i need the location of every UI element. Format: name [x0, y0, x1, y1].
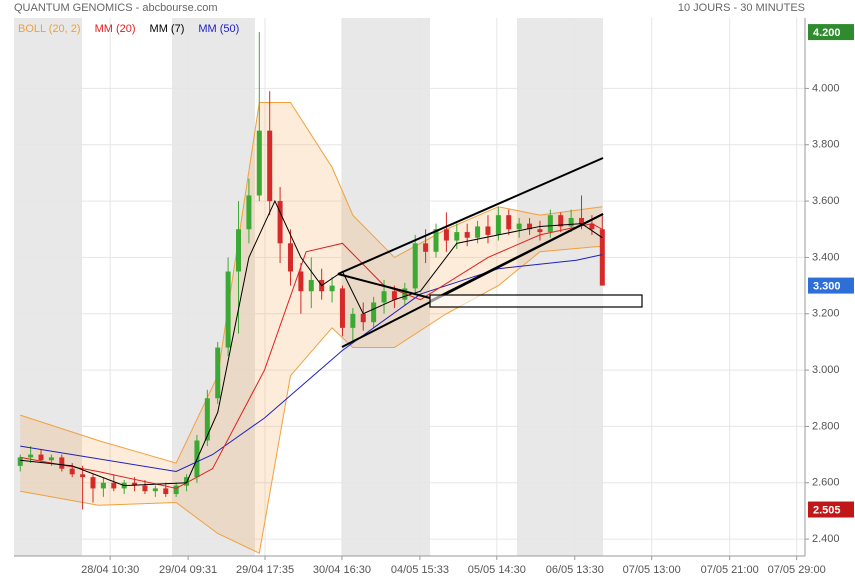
legend-item: MM (50): [198, 23, 239, 35]
candle-body: [173, 485, 179, 495]
moving-average: [20, 254, 603, 473]
candle-body: [277, 201, 283, 244]
candle-body: [17, 457, 23, 466]
price-marker: [808, 24, 854, 41]
candle-body: [256, 130, 262, 196]
legend-item: BOLL (20, 2): [18, 23, 81, 35]
candle-body: [579, 217, 585, 224]
x-tick-label: 28/04 10:30: [81, 564, 139, 576]
candle-body: [267, 130, 273, 202]
x-tick-label: 30/04 16:30: [313, 564, 371, 576]
candle-body: [142, 485, 148, 492]
candle-body: [381, 291, 387, 303]
candle-body: [329, 285, 335, 292]
trend-line: [429, 213, 604, 302]
candle-body: [184, 477, 190, 486]
candle-body: [495, 215, 501, 235]
moving-average: [20, 199, 603, 487]
candle-body: [215, 347, 221, 399]
candle-body: [360, 313, 366, 323]
candle-body: [412, 243, 418, 289]
price-marker-label: 4.200: [813, 27, 841, 39]
y-tick-label: 3.800: [812, 139, 840, 151]
zone-box: [429, 294, 643, 308]
candle-body: [236, 229, 242, 272]
candle-body: [423, 243, 429, 252]
x-tick-label: 29/04 17:35: [236, 564, 294, 576]
trend-line: [337, 273, 431, 299]
candle-body: [537, 229, 543, 233]
x-tick-label: 05/05 14:30: [468, 564, 526, 576]
candle-body: [132, 482, 138, 486]
candle-body: [287, 243, 293, 272]
price-marker-label: 3.300: [813, 280, 841, 292]
moving-average: [20, 223, 603, 489]
candle-body: [308, 279, 314, 292]
candle-body: [568, 217, 574, 227]
candle-body: [152, 488, 158, 492]
x-tick-label: 29/04 09:31: [159, 564, 217, 576]
candle-body: [163, 488, 169, 495]
candle-body: [69, 468, 75, 475]
x-tick-label: 07/05 13:00: [623, 564, 681, 576]
y-tick-label: 2.600: [812, 477, 840, 489]
candle-body: [38, 454, 44, 461]
x-tick-label: 07/05 21:00: [701, 564, 759, 576]
plot: [17, 32, 605, 554]
x-tick-label: 04/05 15:33: [391, 564, 449, 576]
y-tick-label: 3.000: [812, 364, 840, 376]
legend: BOLL (20, 2) MM (20) MM (7) MM (50): [18, 23, 239, 35]
candle-body: [527, 223, 533, 230]
candle-body: [516, 223, 522, 230]
y-tick-label: 3.200: [812, 308, 840, 320]
legend-item: MM (7): [150, 23, 185, 35]
candle-body: [454, 232, 460, 241]
x-tick-label: 06/05 13:30: [546, 564, 604, 576]
y-tick-label: 4.000: [812, 82, 840, 94]
candle-body: [589, 223, 595, 230]
candle-body: [371, 302, 377, 323]
candle-body: [464, 232, 470, 238]
legend-item: MM (20): [95, 23, 136, 35]
candle-body: [433, 229, 439, 252]
y-tick-label: 3.400: [812, 251, 840, 263]
candle-body: [443, 229, 449, 241]
y-tick-label: 2.800: [812, 420, 840, 432]
candle-body: [225, 271, 231, 348]
candle-body: [339, 288, 345, 328]
trend-line: [337, 157, 604, 275]
candle-body: [558, 215, 564, 227]
session-band: [517, 18, 603, 556]
candle-body: [475, 226, 481, 238]
x-tick-label: 07/05 29:00: [768, 564, 826, 576]
price-marker: [808, 501, 854, 518]
chart-title: QUANTUM GENOMICS - abcbourse.com: [14, 2, 218, 14]
candle-body: [90, 477, 96, 489]
price-marker-label: 2.505: [813, 504, 841, 516]
candle-body: [204, 398, 210, 441]
candle-body: [599, 229, 605, 286]
y-tick-label: 3.600: [812, 195, 840, 207]
bollinger-lower: [20, 245, 603, 554]
candle-body: [48, 457, 54, 461]
candle-body: [28, 454, 34, 458]
bollinger-fill: [20, 102, 603, 554]
candle-body: [80, 474, 86, 478]
candle-body: [298, 271, 304, 292]
candle-body: [485, 226, 491, 235]
candle-body: [391, 291, 397, 300]
price-marker: [808, 277, 854, 294]
candle-body: [111, 482, 117, 489]
candle-body: [100, 482, 106, 489]
y-tick-label: 2.400: [812, 533, 840, 545]
drawings: [337, 157, 643, 348]
candle-body: [246, 195, 252, 230]
chart-subtitle: 10 JOURS - 30 MINUTES: [678, 2, 805, 14]
candle-body: [59, 457, 65, 469]
candle-body: [350, 313, 356, 328]
candle-body: [547, 215, 553, 233]
candle-body: [506, 215, 512, 230]
